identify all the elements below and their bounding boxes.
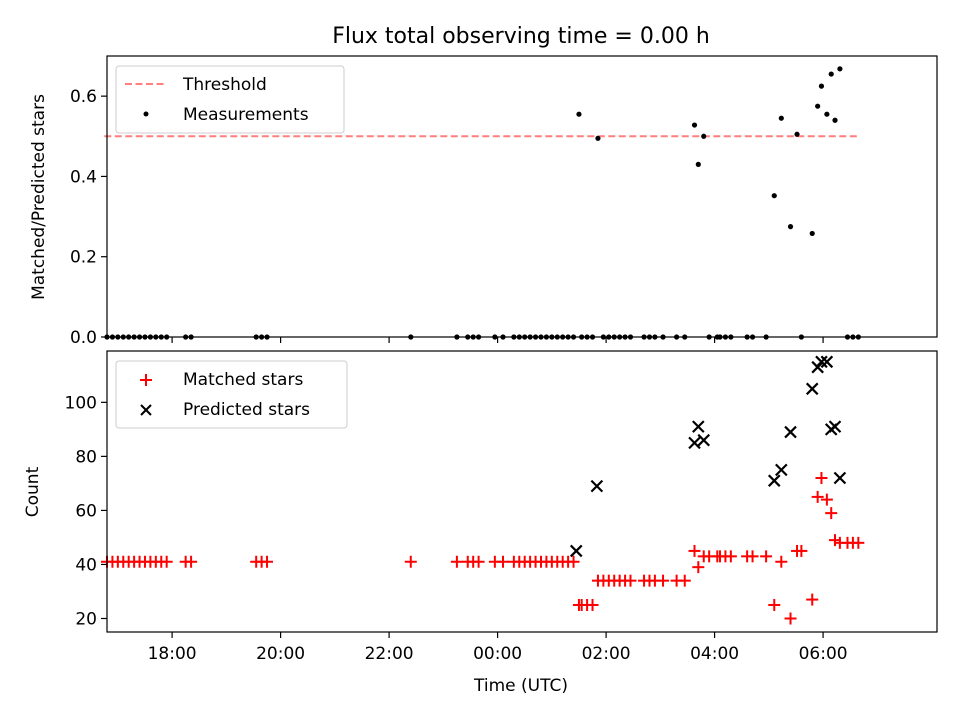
y-tick-label: 0.0: [70, 328, 97, 348]
y-tick-label: 0.2: [70, 248, 97, 268]
measurements-point: [701, 133, 707, 139]
predicted-stars-point: [688, 436, 701, 450]
x-tick-label: 22:00: [365, 644, 414, 664]
matched-stars-point: [450, 555, 463, 568]
matched-stars-point: [160, 555, 173, 568]
predicted-stars-point: [692, 420, 705, 433]
measurements-point: [824, 111, 830, 117]
predicted-stars-point: [697, 433, 711, 447]
measurements-legend-label: Measurements: [183, 105, 309, 125]
predicted-legend-swatch: [140, 404, 152, 416]
matched-stars-point: [624, 574, 637, 587]
matched-legend-swatch: [140, 374, 152, 386]
x-tick-label: 02:00: [582, 644, 631, 664]
measurements-point: [576, 111, 582, 117]
top-legend: Threshold Measurements: [115, 65, 345, 134]
top-y-axis-label: Matched/Predicted stars: [29, 94, 49, 300]
y-tick-label: 0.6: [70, 87, 97, 107]
matched-legend-label: Matched stars: [183, 370, 303, 390]
predicted-stars-point: [815, 355, 828, 369]
predicted-stars-point: [775, 463, 788, 477]
predicted-stars-point: [767, 474, 781, 487]
ratio-panel: 0.0 0.2 0.4 0.6 Matched/Predicted stars Thr…: [29, 55, 938, 348]
measurements-point: [695, 161, 701, 167]
threshold-legend-label: Threshold: [182, 75, 267, 95]
measurements-point: [828, 71, 834, 77]
bottom-y-axis-label: Count: [23, 466, 43, 517]
measurements-point: [815, 103, 821, 109]
matched-stars-point: [497, 555, 510, 568]
matched-stars-point: [820, 493, 833, 506]
x-tick-label: 20:00: [256, 644, 305, 664]
y-tick-label: 20: [75, 609, 97, 629]
y-tick-label: 100: [65, 393, 97, 413]
x-tick-label: 06:00: [799, 644, 848, 664]
bottom-axes-frame: [106, 350, 938, 633]
predicted-stars-point: [784, 425, 797, 439]
predicted-stars-point: [811, 360, 824, 374]
matched-stars-point: [586, 598, 599, 611]
y-tick-label: 60: [75, 501, 97, 521]
measurements-point: [691, 122, 698, 128]
bottom-legend: Matched stars Predicted stars: [115, 360, 348, 429]
y-tick-label: 40: [75, 555, 97, 575]
matched-stars-point: [768, 598, 781, 611]
measurements-point: [832, 117, 838, 123]
matched-stars-point: [404, 555, 417, 568]
matched-stars-point: [657, 574, 670, 587]
matched-stars-point: [724, 550, 737, 563]
matched-stars-point: [806, 593, 819, 606]
matched-stars-point: [825, 507, 838, 520]
x-tick-label: 00:00: [473, 644, 522, 664]
matched-stars-point: [185, 555, 198, 568]
matched-stars-point: [815, 471, 828, 484]
matched-stars-point: [852, 536, 865, 549]
measurements-point: [809, 230, 815, 237]
measurements-point: [794, 131, 800, 137]
y-tick-label: 0.4: [70, 167, 97, 187]
figure-title: Flux total observing time = 0.00 h: [332, 24, 710, 49]
matched-stars-point: [261, 555, 274, 568]
matched-stars-point: [811, 490, 824, 503]
predicted-stars-point: [590, 479, 604, 493]
matched-stars-point: [775, 555, 788, 568]
x-tick-label: 04:00: [690, 644, 739, 664]
matched-stars-point: [784, 612, 797, 625]
matched-stars-point: [795, 544, 808, 557]
matched-stars-point: [692, 561, 705, 574]
predicted-stars-point: [569, 544, 583, 558]
count-panel: 20 40 60 80 100 18:00 20:00 22:00 00:00 02:00 04:…: [23, 350, 938, 696]
matched-stars-point: [688, 544, 701, 557]
measurements-point: [771, 193, 777, 199]
measurements-point: [818, 83, 825, 89]
matched-stars-point: [472, 555, 485, 568]
x-axis-label: Time (UTC): [473, 676, 568, 696]
y-tick-label: 80: [75, 447, 97, 467]
predicted-stars-point: [805, 382, 819, 396]
measurements-point: [595, 135, 601, 141]
predicted-stars-point: [828, 420, 842, 433]
matched-stars-point: [567, 555, 580, 568]
x-tick-label: 18:00: [148, 644, 197, 664]
top-axes-frame: [106, 55, 938, 338]
measurements-point: [837, 66, 843, 72]
predicted-stars-point: [833, 471, 847, 485]
measurements-point: [778, 115, 784, 121]
measurements-point: [787, 224, 794, 230]
matched-stars-point: [746, 550, 759, 563]
measurements-legend-swatch: [143, 111, 149, 117]
matched-stars-point: [678, 574, 691, 587]
predicted-stars-point: [820, 355, 834, 369]
predicted-legend-label: Predicted stars: [183, 400, 310, 420]
matched-stars-point: [760, 550, 773, 563]
